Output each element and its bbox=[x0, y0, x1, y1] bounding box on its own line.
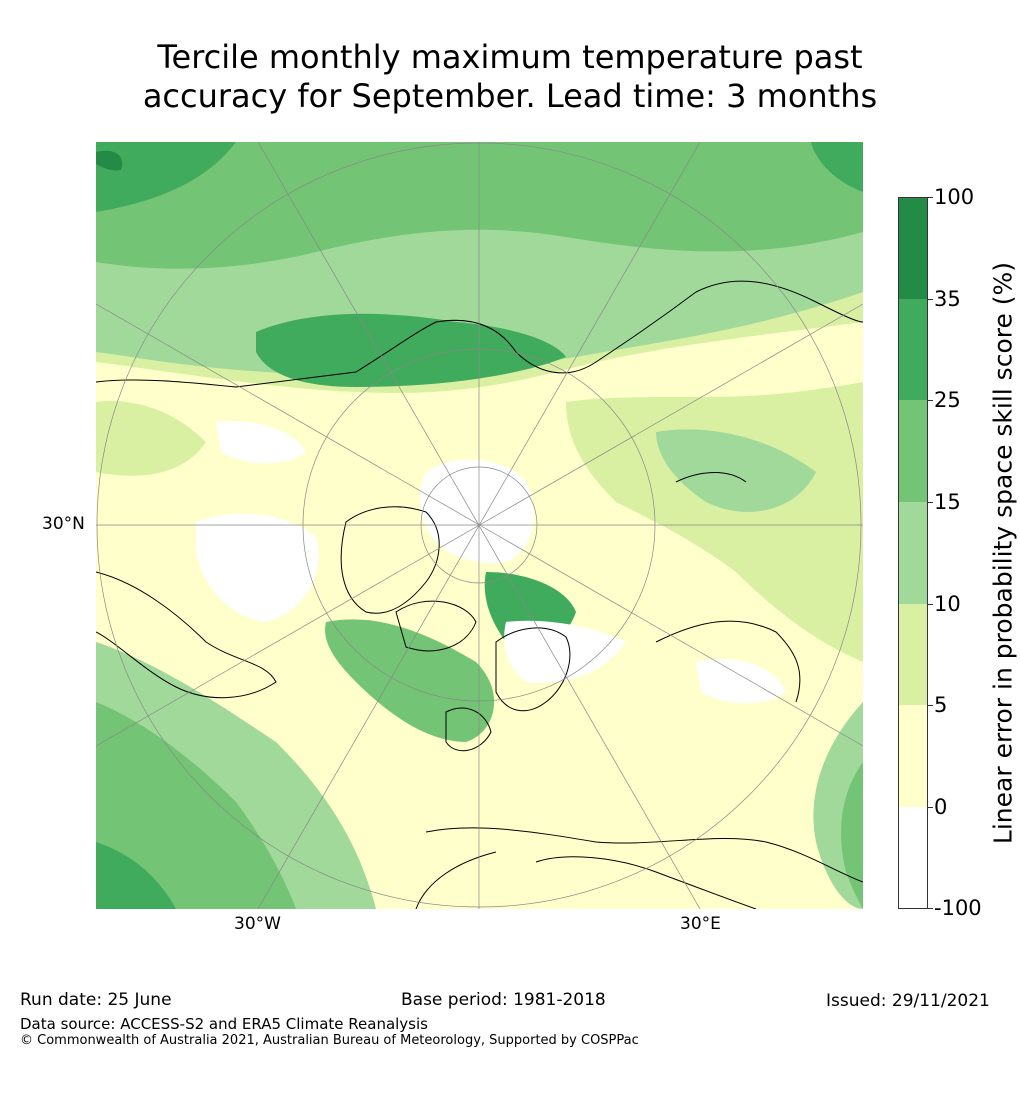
colorbar-label: Linear error in probability space skill … bbox=[988, 261, 1018, 845]
colorbar-tick-label: 5 bbox=[934, 693, 948, 717]
map-canvas bbox=[96, 142, 863, 909]
region-skill-25-35-nw bbox=[96, 142, 236, 212]
issued-date: Issued: 29/11/2021 bbox=[826, 991, 990, 1011]
region-skill-15-25-se bbox=[841, 762, 863, 909]
region-skill-neg-pole bbox=[420, 459, 535, 563]
region-skill-5-10-east bbox=[566, 382, 863, 662]
colorbar-tickmark bbox=[928, 197, 933, 198]
colorbar-tickmark bbox=[928, 502, 933, 503]
region-skill-5-10-west bbox=[96, 401, 206, 476]
region-skill-15-25-mid bbox=[325, 619, 495, 742]
region-skill-15-25-sw bbox=[96, 702, 296, 909]
graticule bbox=[96, 142, 863, 909]
colorbar-tickmark bbox=[928, 400, 933, 401]
run-date: Run date: 25 June bbox=[20, 990, 172, 1010]
colorbar-tick-label: 25 bbox=[934, 388, 961, 412]
data-source: Data source: ACCESS-S2 and ERA5 Climate … bbox=[20, 1015, 428, 1033]
region-skill-neg-siberia bbox=[216, 421, 306, 464]
region-skill-25-35-ne bbox=[811, 142, 863, 192]
title-line-2: accuracy for September. Lead time: 3 mon… bbox=[142, 77, 878, 115]
region-skill-25-35-sw bbox=[96, 842, 176, 909]
lon-label-30e: 30°E bbox=[680, 914, 721, 934]
lat-label-30n: 30°N bbox=[42, 514, 85, 534]
polar-map bbox=[96, 142, 863, 909]
lon-label-30w: 30°W bbox=[234, 914, 281, 934]
colorbar-tickmark bbox=[928, 705, 933, 706]
colorbar-outline bbox=[898, 197, 928, 909]
chart-title: Tercile monthly maximum temperature past… bbox=[0, 38, 1020, 116]
base-period: Base period: 1981-2018 bbox=[401, 990, 606, 1010]
colorbar-tickmark bbox=[928, 807, 933, 808]
region-skill-neg-east bbox=[696, 658, 786, 704]
colorbar-tickmark bbox=[928, 299, 933, 300]
region-skill-10-15-east bbox=[656, 429, 816, 512]
region-skill-15-25-b bbox=[96, 142, 863, 269]
colorbar bbox=[898, 197, 928, 909]
title-line-1: Tercile monthly maximum temperature past bbox=[157, 38, 863, 76]
colorbar-tickmark bbox=[928, 908, 933, 909]
copyright: © Commonwealth of Australia 2021, Austra… bbox=[20, 1033, 639, 1048]
colorbar-tick-label: 35 bbox=[934, 287, 961, 311]
region-skill-neg-scandinavia bbox=[504, 620, 626, 683]
region-skill-35-100 bbox=[96, 150, 123, 171]
colorbar-tick-label: 10 bbox=[934, 592, 961, 616]
region-skill-25-35-atlantic bbox=[256, 313, 566, 387]
colorbar-tick-label: 15 bbox=[934, 490, 961, 514]
coastlines bbox=[96, 280, 863, 909]
colorbar-tick-label: -100 bbox=[934, 896, 982, 920]
region-skill-neg-canada bbox=[196, 513, 319, 622]
colorbar-bin-5-10 bbox=[898, 604, 928, 705]
colorbar-tick-label: 100 bbox=[934, 185, 975, 209]
colorbar-tickmark bbox=[928, 604, 933, 605]
colorbar-tick-label: 0 bbox=[934, 795, 948, 819]
